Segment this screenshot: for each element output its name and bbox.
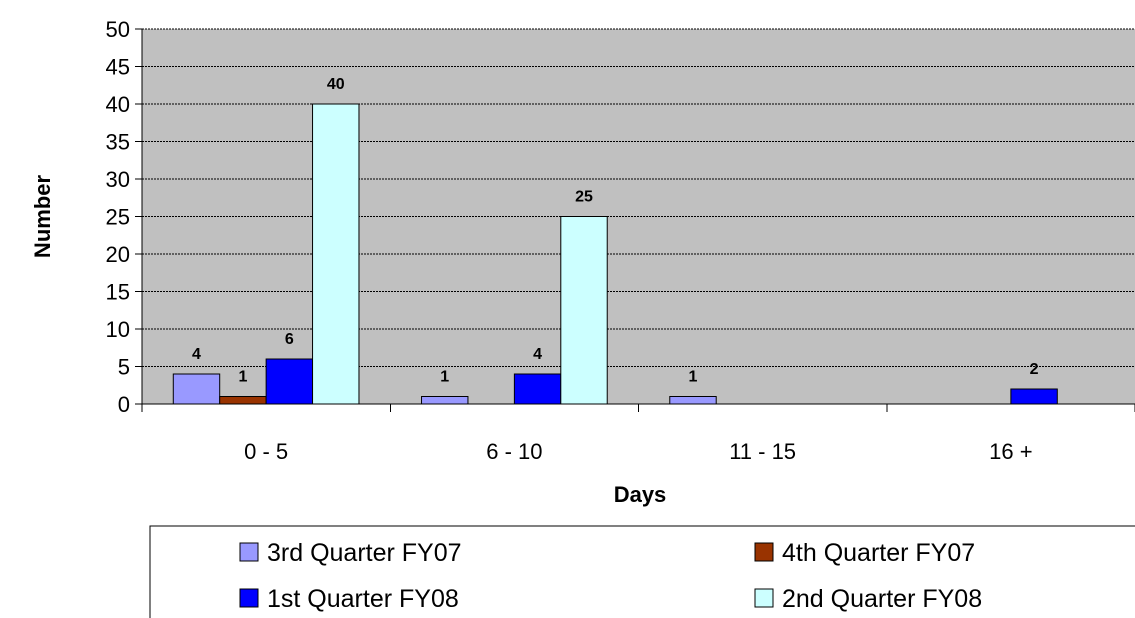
legend-swatch xyxy=(755,543,773,561)
data-label: 6 xyxy=(285,331,294,348)
data-label: 4 xyxy=(192,346,201,363)
y-tick-label: 50 xyxy=(106,17,130,42)
data-label: 40 xyxy=(327,76,345,93)
data-label: 1 xyxy=(238,369,247,386)
bar xyxy=(220,397,266,405)
y-tick-label: 45 xyxy=(106,55,130,80)
y-tick-label: 25 xyxy=(106,205,130,230)
x-axis-ticks: 0 - 5 6 - 10 11 - 15 16 + xyxy=(142,404,1135,464)
bar xyxy=(1011,389,1057,404)
data-label: 25 xyxy=(575,189,593,206)
y-tick-label: 15 xyxy=(106,280,130,305)
bar xyxy=(514,374,560,404)
x-tick-label: 11 - 15 xyxy=(729,439,796,464)
legend: 3rd Quarter FY07 4th Quarter FY07 1st Quar… xyxy=(150,526,1135,618)
legend-label: 3rd Quarter FY07 xyxy=(267,539,462,567)
y-tick-label: 30 xyxy=(106,167,130,192)
legend-swatch xyxy=(240,589,258,607)
x-axis-title: Days xyxy=(614,482,667,507)
y-tick-label: 20 xyxy=(106,242,130,267)
legend-label: 4th Quarter FY07 xyxy=(782,539,975,567)
y-tick-label: 10 xyxy=(106,317,130,342)
legend-swatch xyxy=(240,543,258,561)
x-tick-label: 6 - 10 xyxy=(486,439,542,464)
bar xyxy=(173,374,219,404)
legend-label: 2nd Quarter FY08 xyxy=(782,585,982,613)
y-tick-label: 5 xyxy=(118,355,130,380)
y-tick-label: 0 xyxy=(118,392,130,417)
bar xyxy=(670,397,716,405)
data-label: 2 xyxy=(1030,361,1039,378)
legend-label: 1st Quarter FY08 xyxy=(267,585,459,613)
y-axis-ticks: 0 5 10 15 20 25 30 35 40 45 50 xyxy=(106,17,142,417)
x-tick-label: 16 + xyxy=(989,439,1032,464)
legend-swatch xyxy=(755,589,773,607)
bar xyxy=(266,359,312,404)
y-tick-label: 35 xyxy=(106,130,130,155)
bar xyxy=(422,397,468,405)
data-label: 4 xyxy=(533,346,542,363)
y-tick-label: 40 xyxy=(106,92,130,117)
bar xyxy=(561,217,607,405)
data-label: 1 xyxy=(689,369,698,386)
y-axis-title: Number xyxy=(30,175,55,259)
x-tick-label: 0 - 5 xyxy=(244,439,288,464)
data-label: 1 xyxy=(440,369,449,386)
bar xyxy=(313,104,359,404)
